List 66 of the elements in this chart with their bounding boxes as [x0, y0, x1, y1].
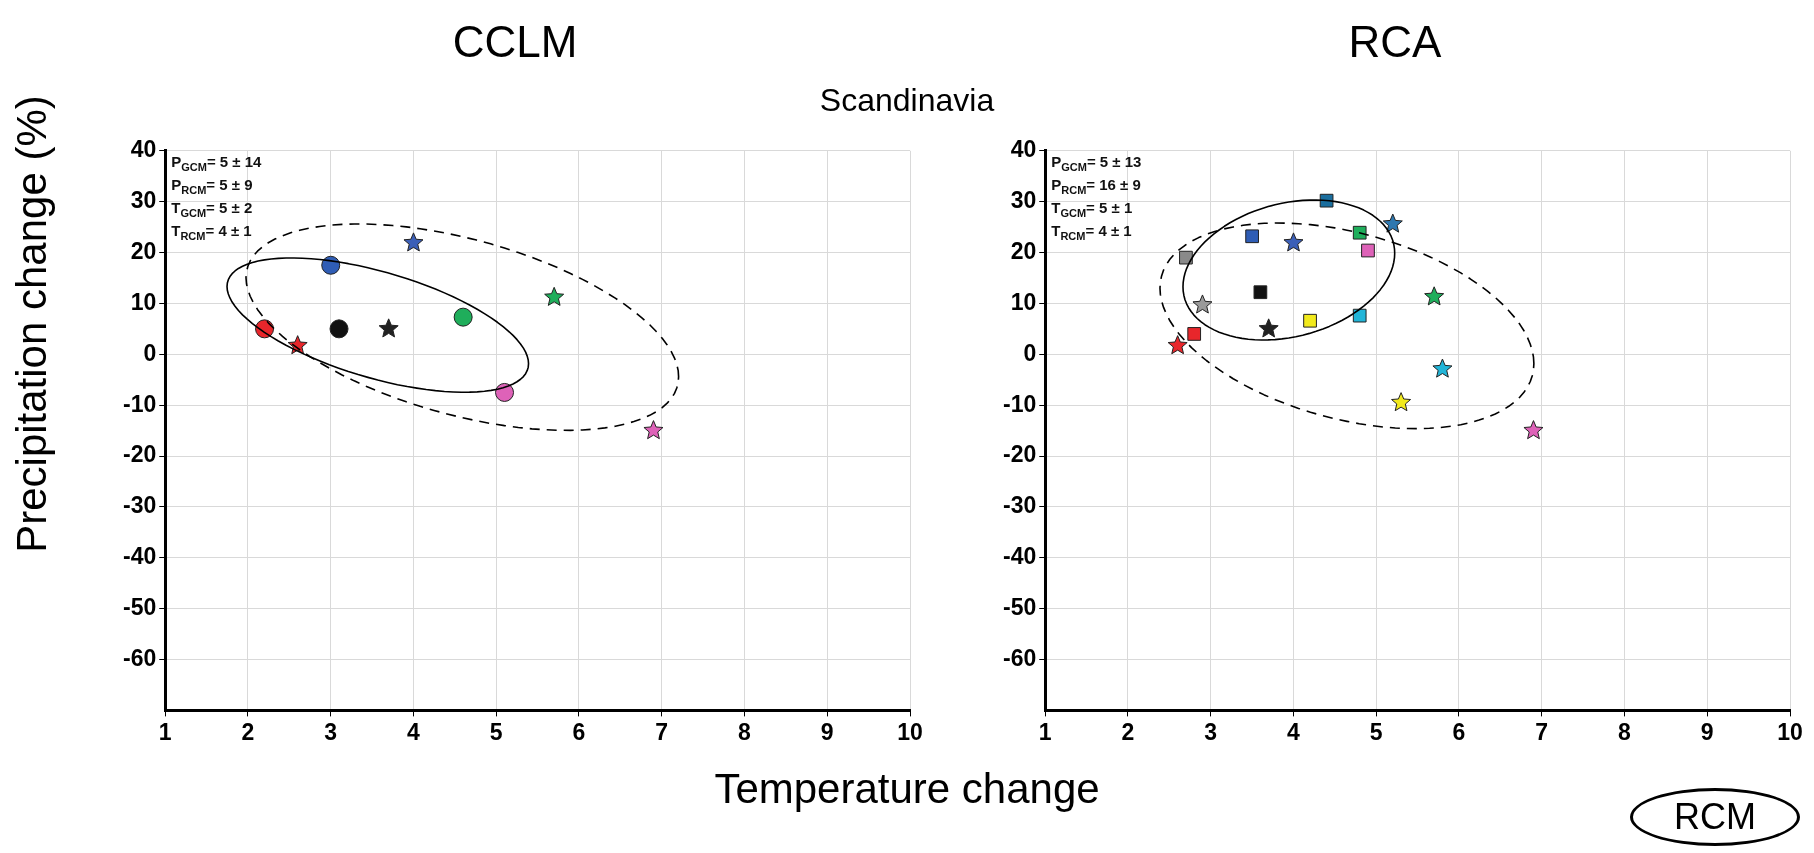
y-tick-label: 0: [143, 339, 157, 366]
annotation: T$_{RCM}$= 4 ± 1: [171, 221, 253, 244]
point: [1253, 285, 1268, 300]
x-tick-label: 8: [738, 718, 752, 745]
annotation: P$_{GCM}$= 5 ± 13: [1051, 152, 1142, 175]
x-axis-title: Temperature change: [714, 765, 1100, 812]
text: RCM: [1630, 788, 1800, 846]
y-tick-label: -30: [122, 492, 157, 519]
x-tick-label: 1: [158, 718, 172, 745]
annotation: P$_{GCM}$= 5 ± 14: [171, 152, 262, 175]
point: [403, 232, 424, 252]
x-tick-label: 3: [324, 718, 338, 745]
y-tick-label: -20: [122, 441, 157, 468]
x-tick-label: 6: [572, 718, 586, 745]
y-tick-label: -20: [1002, 441, 1037, 468]
y-tick-label: 10: [1010, 288, 1037, 315]
point: [1192, 294, 1213, 314]
annotation: P$_{RCM}$= 5 ± 9: [171, 175, 254, 198]
y-tick-label: -40: [122, 543, 157, 570]
annotation: T$_{GCM}$= 5 ± 2: [171, 198, 254, 221]
x-tick-label: 2: [1121, 718, 1135, 745]
y-tick-label: 30: [1010, 187, 1037, 214]
chart-subtitle: Scandinavia: [819, 82, 995, 118]
x-tick-label: 9: [1700, 718, 1714, 745]
point: [1283, 232, 1304, 252]
x-tick-label: 10: [1777, 718, 1803, 745]
x-tick-label: 5: [1369, 718, 1383, 745]
x-tick-label: 9: [820, 718, 834, 745]
y-tick-label: -40: [1002, 543, 1037, 570]
point: [378, 318, 399, 338]
annotation: P$_{RCM}$= 16 ± 9: [1051, 175, 1142, 198]
y-tick-label: -10: [1002, 390, 1037, 417]
x-tick-label: 5: [489, 718, 503, 745]
y-tick-label: -60: [122, 644, 157, 671]
y-tick-label: 40: [130, 136, 157, 163]
point: [1245, 229, 1259, 244]
y-tick-label: -50: [122, 594, 157, 620]
y-tick-label: 40: [1010, 136, 1037, 163]
x-tick-label: 2: [241, 718, 255, 745]
x-tick-label: 4: [407, 718, 421, 745]
x-tick-label: 1: [1038, 718, 1052, 745]
annotation: T$_{GCM}$= 5 ± 1: [1051, 198, 1134, 221]
y-tick-label: -60: [1002, 644, 1037, 671]
y-tick-label: -50: [1002, 594, 1037, 620]
y-tick-label: -10: [122, 390, 157, 417]
chart-title: RCA: [1348, 16, 1443, 66]
y-axis-title: Precipitation change (%): [8, 94, 56, 555]
point: [1258, 318, 1279, 338]
y-tick-label: 20: [130, 237, 157, 264]
x-tick-label: 6: [1452, 718, 1466, 745]
x-tick-label: 4: [1287, 718, 1301, 745]
x-tick-label: 8: [1618, 718, 1632, 745]
chart-title: CCLM: [452, 16, 578, 66]
x-tick-label: 7: [655, 718, 669, 745]
x-tick-label: 7: [1535, 718, 1549, 745]
point: [1179, 250, 1193, 265]
x-tick-label: 10: [897, 718, 923, 745]
y-tick-label: 0: [1023, 339, 1037, 366]
point: [329, 319, 349, 339]
y-tick-label: -30: [1002, 492, 1037, 519]
y-tick-label: 20: [1010, 237, 1037, 264]
annotation: T$_{RCM}$= 4 ± 1: [1051, 221, 1133, 244]
x-tick-label: 3: [1204, 718, 1218, 745]
y-tick-label: 30: [130, 187, 157, 214]
y-tick-label: 10: [130, 288, 157, 315]
point: [1382, 213, 1403, 233]
